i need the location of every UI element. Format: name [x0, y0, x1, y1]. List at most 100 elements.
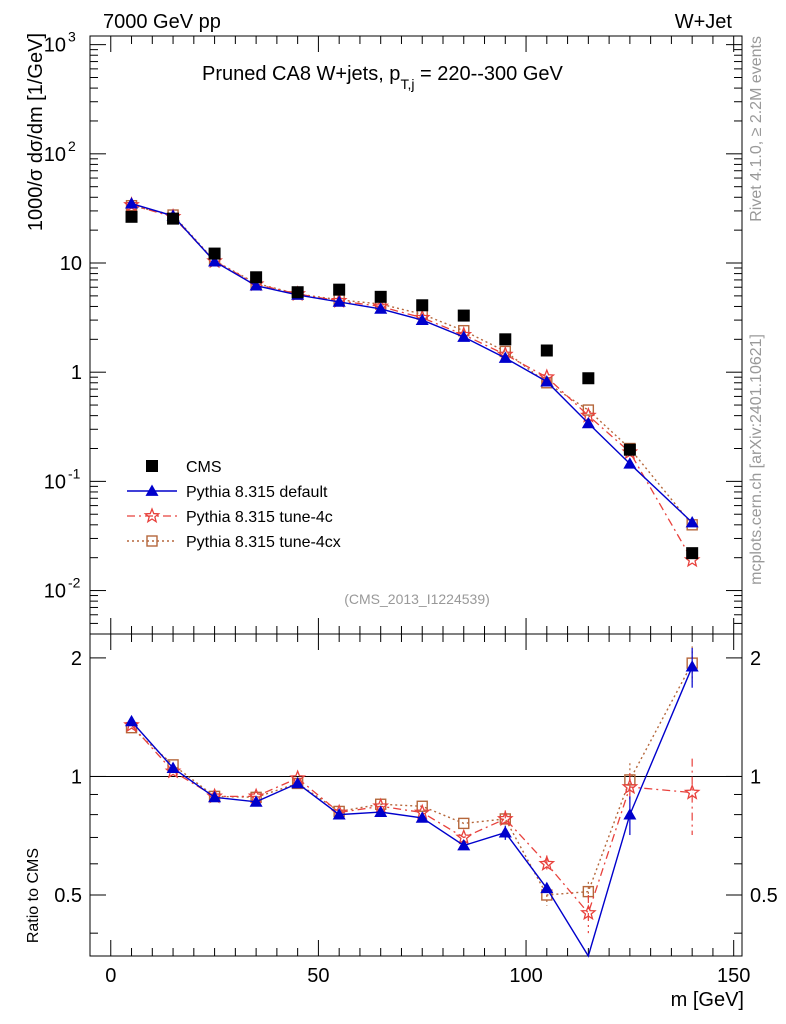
- y-tick-label: 10: [44, 581, 66, 603]
- plot-title-tail: = 220--300 GeV: [414, 63, 563, 85]
- series-point-default: [685, 516, 699, 528]
- ratio-point-tune4c: [538, 855, 556, 871]
- ratio-point-tune4c: [579, 904, 597, 921]
- ratio-y-axis-label: Ratio to CMS: [25, 848, 42, 943]
- ratio-point-default: [623, 808, 637, 820]
- x-tick-label: 100: [509, 965, 542, 987]
- series-point-default: [457, 330, 471, 342]
- series-point-default: [374, 302, 388, 314]
- mcplots-label: mcplots.cern.ch [arXiv:2401.10621]: [748, 334, 765, 585]
- ratio-point-tune4c: [621, 778, 639, 795]
- ratio-line-tune4cx: [131, 662, 693, 896]
- cms-point: [167, 212, 180, 225]
- legend-item-cms: CMS: [146, 459, 222, 476]
- ratio-point-tune4c: [123, 716, 140, 733]
- cms-point: [416, 299, 429, 312]
- y-tick-label: 10: [44, 144, 66, 166]
- cms-point: [374, 290, 387, 303]
- ratio-point-default: [457, 838, 471, 851]
- legend: CMS Pythia 8.315 default Pythia 8.315 tune…: [127, 459, 341, 551]
- y-tick-label-base: 10: [44, 471, 66, 493]
- ratio-tick-label-right: 1: [750, 766, 761, 788]
- legend-item-default: Pythia 8.315 default: [127, 484, 328, 501]
- legend-item-tune4cx: Pythia 8.315 tune-4cx: [127, 534, 341, 551]
- cms-point: [582, 372, 595, 385]
- series-point-default: [415, 313, 429, 325]
- series-line-default: [131, 202, 693, 524]
- ratio-point-tune4c: [496, 810, 514, 827]
- rivet-version-label: Rivet 4.1.0, ≥ 2.2M events: [748, 36, 765, 222]
- y-tick-label-exp: 3: [68, 29, 76, 45]
- ratio-line-default: [130, 666, 693, 958]
- y-tick-label-base: 10: [60, 253, 82, 275]
- cms-point: [686, 547, 699, 560]
- ratio-tick-label: 1: [71, 766, 82, 788]
- plot-title-sub: T,j: [400, 76, 414, 92]
- legend-label-tune4c: Pythia 8.315 tune-4c: [186, 509, 333, 526]
- energy-label: 7000 GeV pp: [103, 11, 221, 33]
- plot-title-main: Pruned CA8 W+jets, p: [202, 63, 400, 85]
- ratio-default: [125, 647, 699, 958]
- cms-point: [499, 333, 512, 346]
- ratio-point-default: [208, 790, 222, 803]
- ratio-point-default: [498, 826, 512, 838]
- cms-point: [623, 443, 636, 456]
- process-label: W+Jet: [675, 11, 733, 33]
- series-default: [125, 197, 699, 528]
- legend-marker-tune4c: [143, 507, 161, 524]
- cms-point: [208, 247, 221, 260]
- y-tick-label-base: 10: [44, 144, 66, 166]
- ratio-line-tune4c: [131, 724, 693, 915]
- legend-marker-tune4cx: [146, 535, 158, 547]
- ratio-point-default: [540, 881, 554, 894]
- series-point-default: [623, 457, 637, 469]
- ratio-point-default: [685, 660, 699, 672]
- series-point-default: [125, 197, 139, 209]
- ratio-series: [90, 646, 742, 958]
- y-tick-label-base: 10: [44, 581, 66, 603]
- data-series: [123, 196, 701, 568]
- series-point-default: [332, 295, 346, 307]
- series-point-default: [540, 375, 554, 387]
- y-tick-label: 1: [71, 362, 82, 384]
- cms-point: [250, 271, 263, 284]
- series-point-default: [208, 255, 222, 267]
- y-tick-label-base: 1: [71, 362, 82, 384]
- y-tick-label: 10: [44, 471, 66, 493]
- ratio-point-tune4c: [683, 783, 701, 800]
- series-line-tune4cx: [131, 205, 693, 526]
- series-cms: [125, 210, 699, 560]
- legend-label-default: Pythia 8.315 default: [186, 484, 328, 501]
- ratio-tune4c: [123, 716, 701, 934]
- legend-label-cms: CMS: [186, 459, 222, 476]
- series-point-default: [249, 279, 263, 291]
- y-tick-label-exp: 2: [68, 138, 76, 154]
- y-tick-label: 10: [60, 253, 82, 275]
- y-axis-label: 1000/σ dσ/dm [1/GeV]: [25, 33, 47, 231]
- x-tick-label: 50: [307, 965, 329, 987]
- legend-marker-cms: [146, 460, 158, 472]
- series-point-default: [498, 351, 512, 363]
- ratio-tick-label-right: 0.5: [750, 885, 778, 907]
- analysis-label: (CMS_2013_I1224539): [344, 591, 490, 607]
- ratio-point-default: [166, 761, 180, 773]
- legend-label-tune4cx: Pythia 8.315 tune-4cx: [186, 534, 341, 551]
- ratio-plot-frame: [89, 633, 743, 957]
- ratio-point-default: [249, 795, 263, 807]
- ratio-point-tune4c: [164, 762, 182, 779]
- x-tick-label: 0: [105, 965, 116, 987]
- legend-item-tune4c: Pythia 8.315 tune-4c: [127, 507, 333, 526]
- ratio-point-default: [415, 811, 429, 823]
- y-tick-label-base: 10: [44, 35, 66, 57]
- ratio-point-default: [125, 714, 139, 727]
- y-tick-label: 10: [44, 35, 66, 57]
- series-point-default: [581, 416, 595, 429]
- legend-marker-default: [145, 484, 159, 496]
- cms-point: [333, 283, 346, 296]
- ratio-tick-label: 0.5: [54, 885, 82, 907]
- ratio-tick-label: 2: [71, 648, 82, 670]
- cms-point: [291, 286, 304, 299]
- cms-point: [457, 309, 470, 322]
